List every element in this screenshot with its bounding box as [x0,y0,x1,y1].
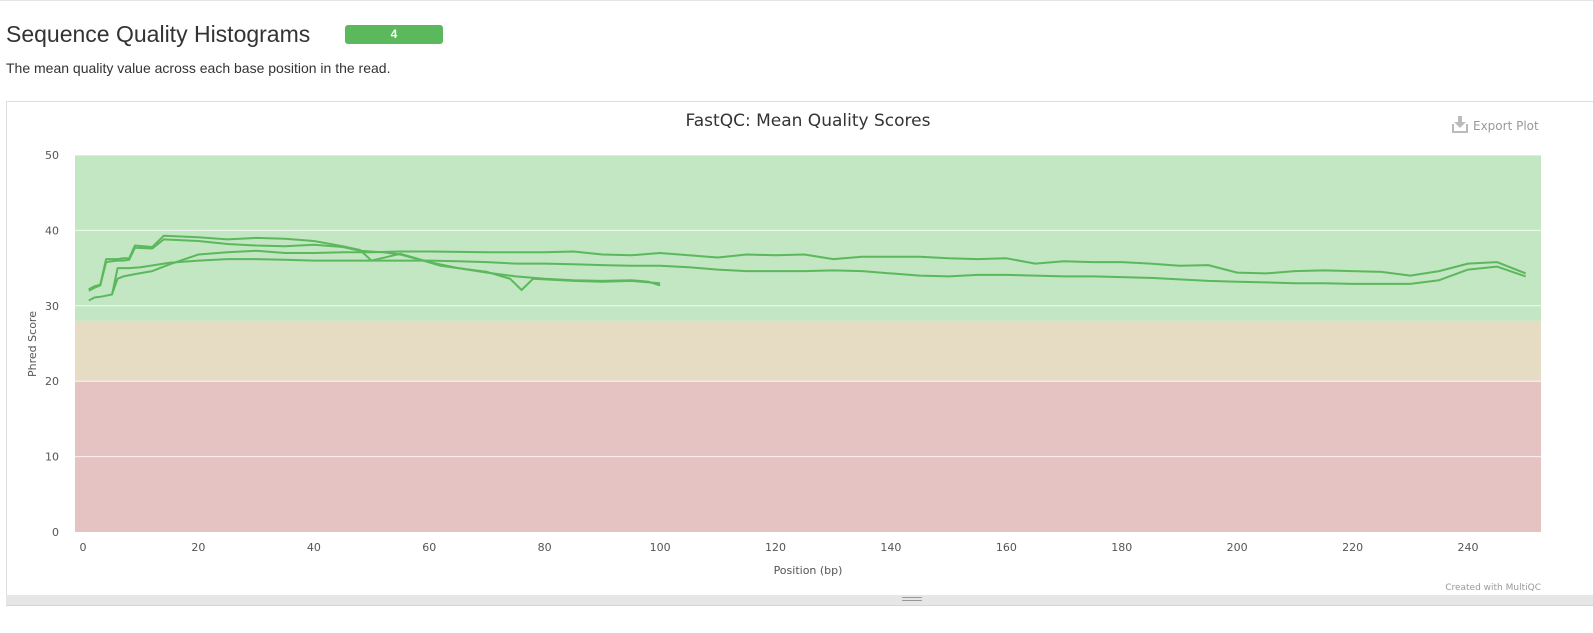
x-tick-label: 60 [422,541,436,554]
x-tick-label: 120 [765,541,786,554]
x-tick-label: 220 [1342,541,1363,554]
y-tick-label: 40 [45,224,59,237]
chart-svg: 0 10 20 30 40 50 0 20 40 60 80 100 120 140 160 180 200 2… [26,111,1541,593]
chart-title: FastQC: Mean Quality Scores [686,111,931,131]
x-tick-label: 80 [538,541,552,554]
status-badge: 4 [345,25,443,44]
resize-handle[interactable] [6,595,1593,606]
x-tick-label: 100 [650,541,671,554]
download-icon [1452,116,1468,133]
series-line-2 [88,238,661,292]
y-tick-label: 0 [52,526,59,539]
y-tick-label: 20 [45,375,59,388]
x-tick-label: 0 [80,541,87,554]
quality-bands [75,155,1541,532]
top-divider [0,0,1593,1]
y-tick-label: 30 [45,300,59,313]
grip-icon [902,597,922,603]
series-lines [88,234,1527,302]
export-plot-button[interactable]: Export Plot [1452,116,1539,133]
x-tick-label: 240 [1458,541,1479,554]
section-description: The mean quality value across each base … [6,60,391,76]
y-tick-label: 10 [45,451,59,464]
x-tick-label: 180 [1111,541,1132,554]
x-tick-labels: 0 20 40 60 80 100 120 140 160 180 200 220 240 [80,541,1479,554]
x-axis-label: Position (bp) [774,564,843,577]
gridlines [75,154,1541,458]
band-warn [75,320,1541,382]
x-tick-label: 200 [1227,541,1248,554]
plot-container: 0 10 20 30 40 50 0 20 40 60 80 100 120 140 160 180 200 2… [6,101,1593,597]
x-tick-label: 160 [996,541,1017,554]
y-axis-label: Phred Score [26,311,39,377]
band-good [75,155,1541,321]
series-line-3 [88,249,1527,302]
x-tick-label: 20 [191,541,205,554]
export-plot-label[interactable]: Export Plot [1473,119,1539,133]
series-line-4 [110,258,1527,296]
x-tick-label: 40 [307,541,321,554]
page-title: Sequence Quality Histograms [6,21,311,47]
y-tick-labels: 0 10 20 30 40 50 [45,149,59,539]
y-tick-label: 50 [45,149,59,162]
credit-text: Created with MultiQC [1445,583,1541,593]
x-tick-label: 140 [880,541,901,554]
